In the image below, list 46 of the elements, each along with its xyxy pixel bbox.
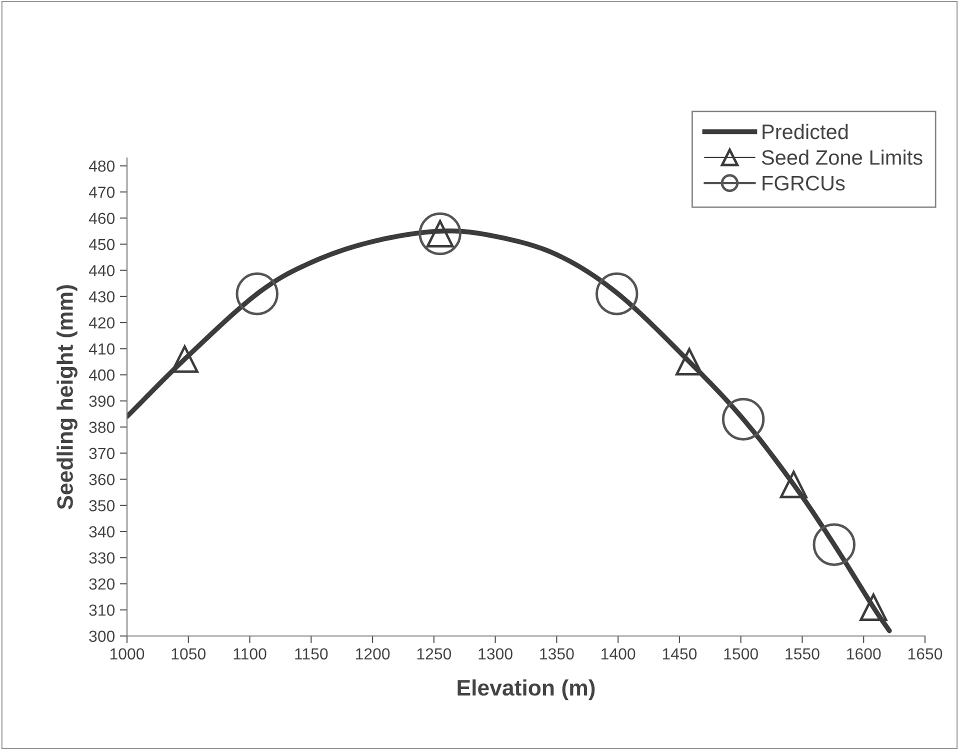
x-tick-label: 1450 <box>662 648 697 660</box>
x-tick-label: 1150 <box>295 648 328 660</box>
x-tick-label: 1650 <box>908 648 942 660</box>
x-tick-label: 1550 <box>786 648 820 660</box>
y-tick-label: 380 <box>89 422 115 433</box>
point <box>676 348 704 376</box>
x-tick-label: 1100 <box>234 648 266 660</box>
legend-label: Seed Zone Limits <box>762 150 922 165</box>
point <box>418 212 462 256</box>
point <box>236 272 279 316</box>
y-tick-label: 450 <box>88 238 115 250</box>
x-tick-label: 1000 <box>110 648 144 660</box>
y-axis-title: Seedling height (mm) <box>56 285 78 510</box>
point <box>780 470 808 498</box>
x-tick-label: 1200 <box>356 648 390 660</box>
x-tick-label: 1250 <box>417 648 452 660</box>
y-tick-label: 480 <box>88 160 115 172</box>
legend-label: Predicted <box>762 124 848 140</box>
legend-label: FGRCUs <box>762 176 845 191</box>
y-tick-label: 340 <box>89 526 115 538</box>
y-tick-label: 430 <box>88 291 115 302</box>
x-tick-label: 1350 <box>540 648 574 660</box>
point <box>595 272 638 316</box>
x-tick-label: 1300 <box>478 648 512 660</box>
y-tick-label: 330 <box>89 552 115 564</box>
y-tick-label: 390 <box>89 396 115 407</box>
point <box>860 594 888 622</box>
x-tick-label: 1400 <box>602 648 636 660</box>
y-tick-label: 440 <box>88 264 115 276</box>
y-tick-label: 300 <box>89 630 115 642</box>
y-tick-label: 410 <box>88 343 115 355</box>
y-tick-label: 360 <box>89 474 115 486</box>
y-tick-label: 350 <box>89 500 115 512</box>
y-tick-label: 470 <box>88 186 115 198</box>
point <box>812 523 856 566</box>
y-tick-label: 320 <box>89 578 115 590</box>
x-axis-title: Elevation (m) <box>458 679 595 700</box>
y-tick-label: 420 <box>88 317 115 328</box>
y-tick-label: 460 <box>88 212 115 224</box>
x-tick-label: 1500 <box>724 648 758 660</box>
x-tick-label: 1050 <box>172 648 206 660</box>
x-tick-label: 1600 <box>847 648 881 660</box>
y-tick-label: 400 <box>88 369 115 381</box>
point <box>722 398 765 441</box>
y-tick-label: 310 <box>89 604 115 616</box>
y-tick-label: 370 <box>89 448 115 460</box>
